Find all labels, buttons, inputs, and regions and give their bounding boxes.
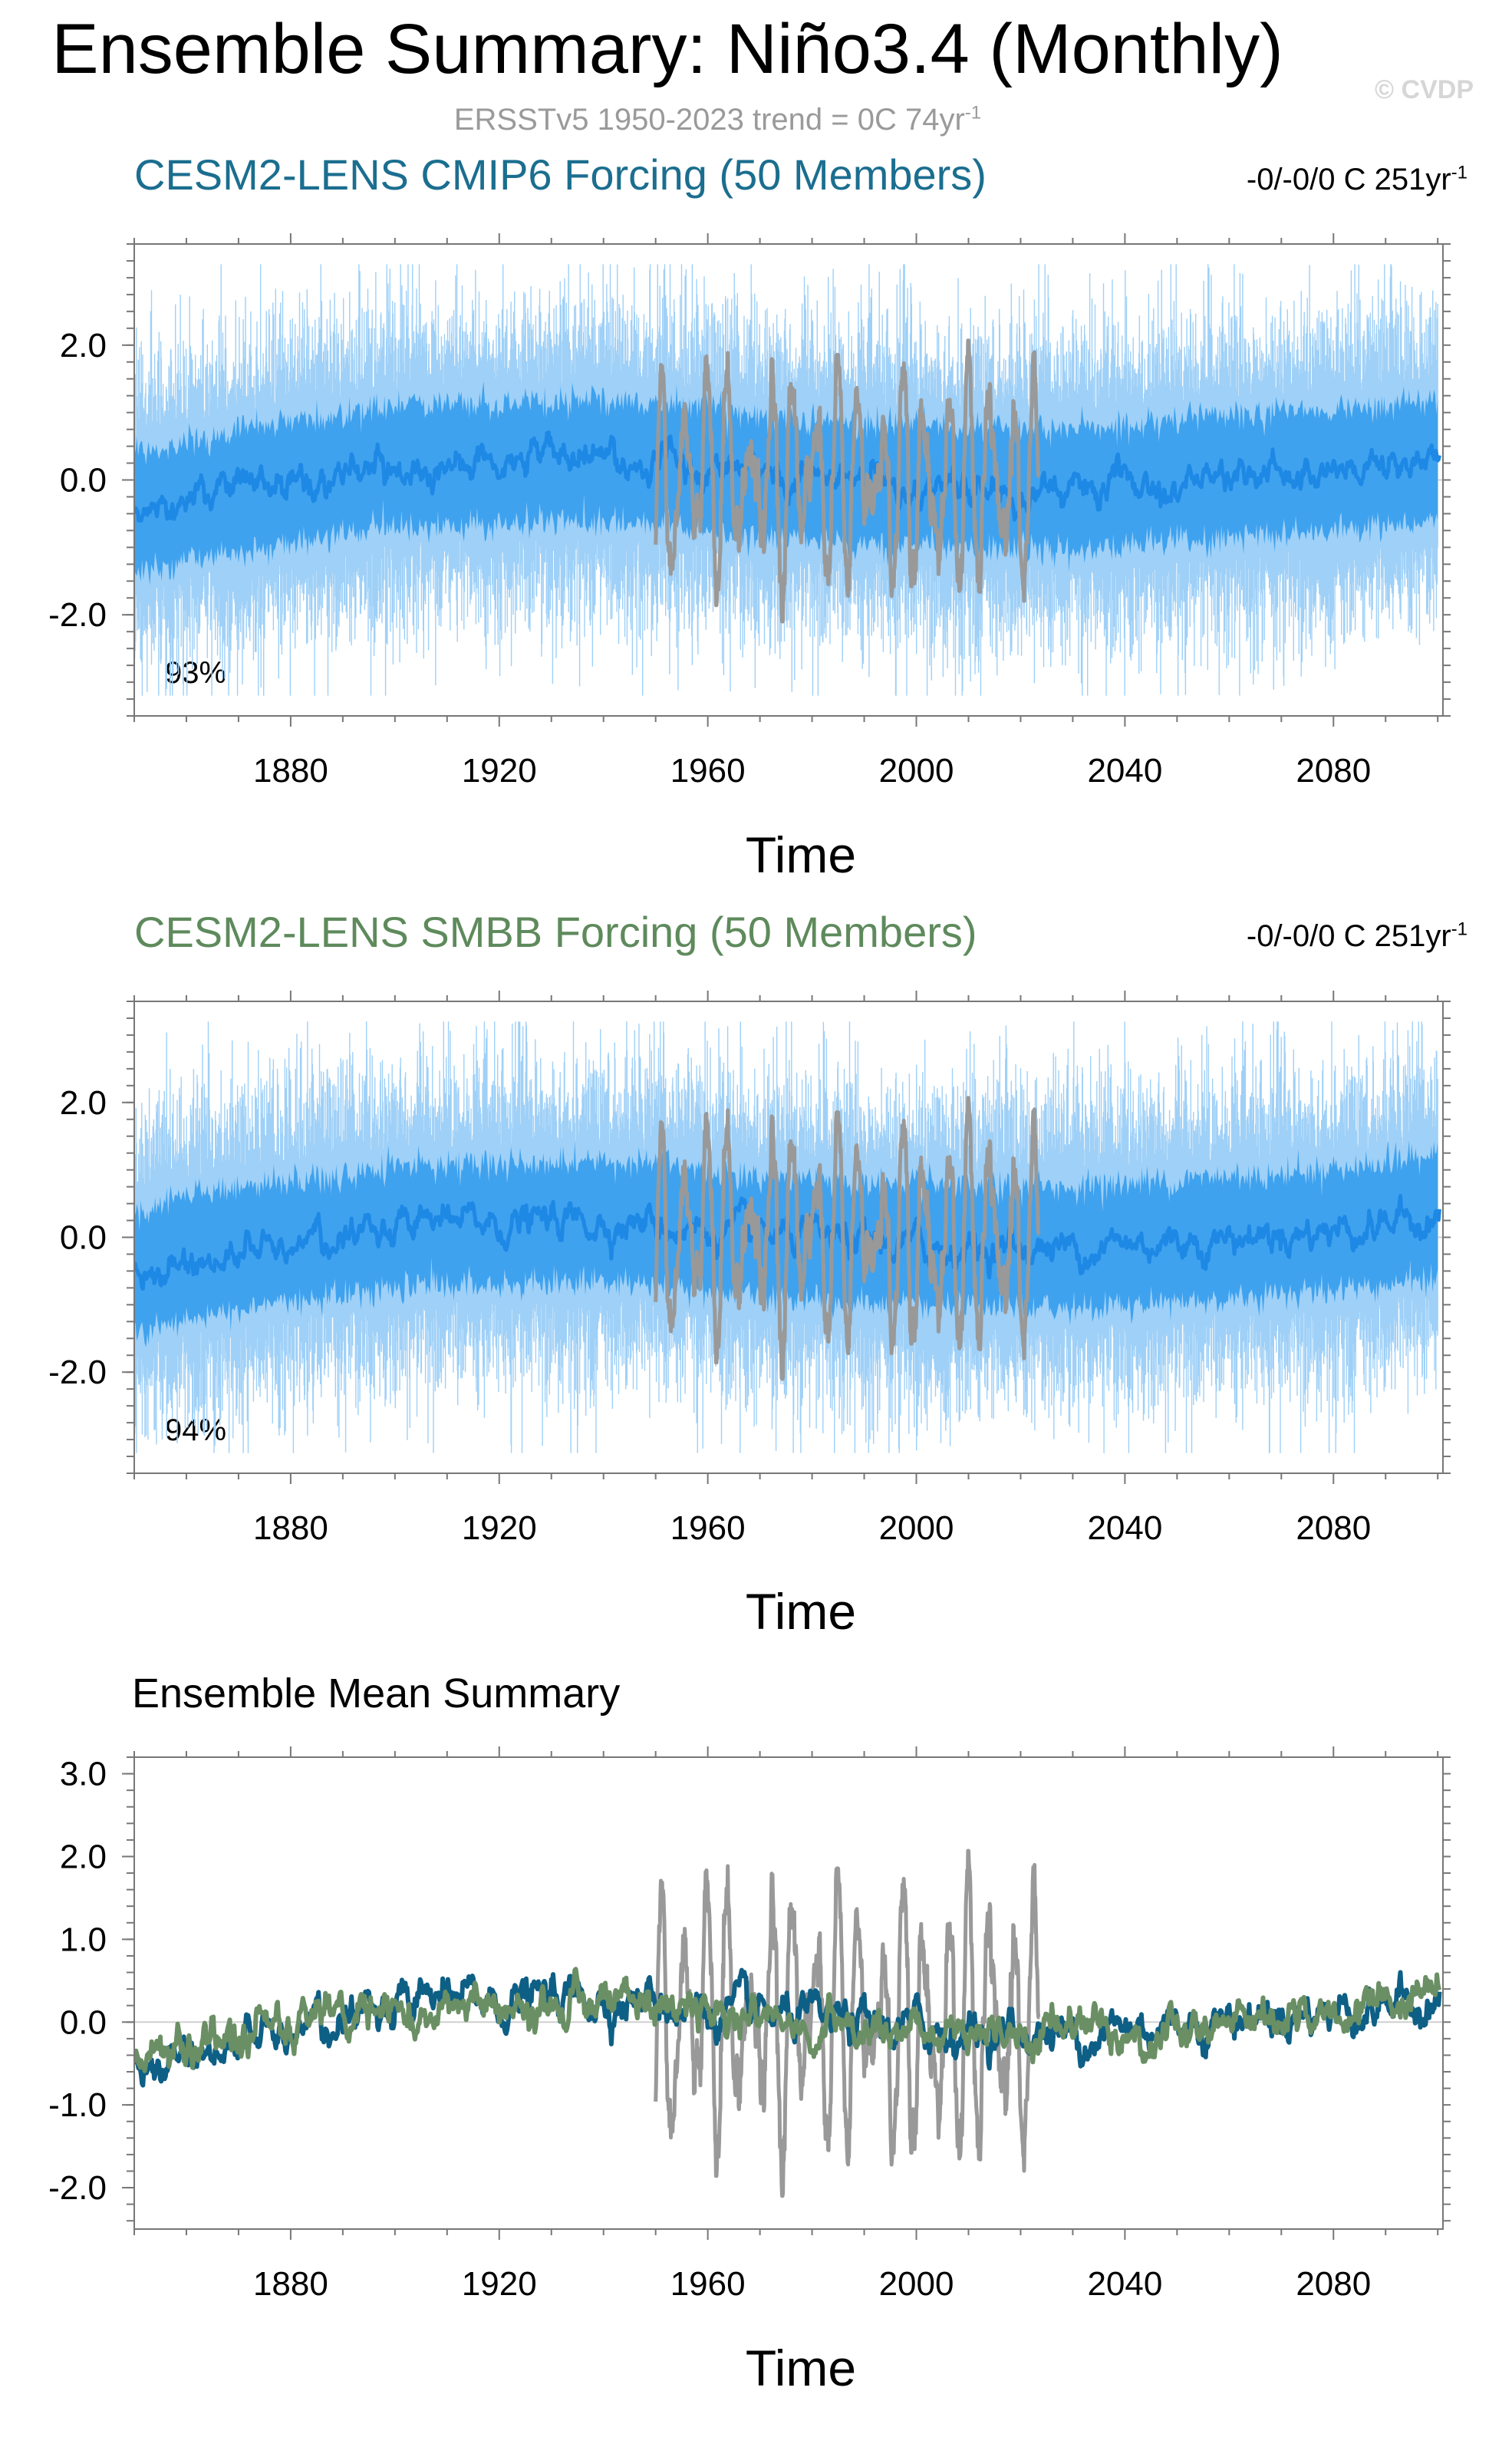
- panel-3-obs-line: [654, 1848, 1041, 2198]
- panel-1-trend: -0/-0/0 C 251yr-1: [1247, 163, 1468, 197]
- panel-2-trend-text: -0/-0/0 C 251yr: [1246, 919, 1451, 953]
- panel-2-y-tick-label: -2.0: [48, 1354, 107, 1391]
- panel-2-trend: -0/-0/0 C 251yr-1: [1247, 919, 1468, 954]
- obs-trend-sup: -1: [964, 102, 982, 124]
- panel-2-xlabel: Time: [745, 1583, 857, 1640]
- obs-trend-text: ERSSTv5 1950-2023 trend = 0C 74yr: [453, 103, 965, 137]
- panel-2-trend-sup: -1: [1451, 918, 1468, 940]
- panel-1-y-tick-label: -2.0: [48, 596, 107, 634]
- page-title: Ensemble Summary: Niño3.4 (Monthly): [51, 10, 1283, 88]
- panel-1-y-tick-label: 0.0: [60, 462, 107, 500]
- panel-3-x-tick-label: 2000: [879, 2265, 954, 2303]
- panel-1-plot: 1880 1920 1960 2000 2040 2080 -2.0 0.0 2.0: [48, 233, 1451, 790]
- panel-1-x-tick-label: 2040: [1087, 752, 1162, 790]
- panel-3-y-tick-label: 1.0: [60, 1921, 107, 1958]
- panel-2-x-tick-label: 2080: [1296, 1509, 1371, 1547]
- panel-3-y-tick-label: 3.0: [60, 1756, 107, 1793]
- panel-2-x-tick-label: 1880: [253, 1509, 328, 1547]
- panel-3-x-tick-label: 1920: [462, 2265, 537, 2303]
- panel-3-x-tick-label: 1960: [670, 2265, 746, 2303]
- panel-1-percent: 93%: [165, 656, 227, 690]
- panel-3-data: [134, 1848, 1443, 2198]
- panel-3-frame: [133, 1756, 1444, 2230]
- panel-2-data: [134, 1021, 1443, 1453]
- panel-1-data: [134, 264, 1443, 696]
- obs-trend-label: ERSSTv5 1950-2023 trend = 0C 74yr-1: [0, 103, 1435, 137]
- panel-1-title: CESM2-LENS CMIP6 Forcing (50 Members): [134, 150, 987, 199]
- panel-2-x-tick-label: 1920: [462, 1509, 537, 1547]
- copyright-label: © CVDP: [1375, 75, 1474, 104]
- panel-2-obs-line: [654, 1096, 1041, 1381]
- panel-3-x-tick-label: 2040: [1087, 2265, 1162, 2303]
- panel-1-obs-line: [654, 338, 1041, 624]
- panel-3-y-tick-label: 2.0: [60, 1838, 107, 1875]
- panel-3-y-tick-label: -2.0: [48, 2169, 107, 2207]
- panel-3-x-tick-label: 1880: [253, 2265, 328, 2303]
- panel-1-x-tick-label: 2000: [879, 752, 954, 790]
- panel-2-percent: 94%: [165, 1413, 227, 1447]
- panel-2-y-tick-label: 0.0: [60, 1219, 107, 1257]
- panel-1-y-tick-label: 2.0: [60, 327, 107, 364]
- panel-3-y-tick-label: 0.0: [60, 2003, 107, 2041]
- panel-1-xlabel: Time: [745, 826, 857, 883]
- panel-2-y-tick-label: 2.0: [60, 1084, 107, 1122]
- panel-2-plot: 1880 1920 1960 2000 2040 2080 -2.0 0.0 2.0: [48, 991, 1451, 1547]
- panel-3-y-tick-label: -1.0: [48, 2086, 107, 2124]
- panel-1-x-tick-label: 1920: [462, 752, 537, 790]
- panel-2-x-tick-label: 2040: [1087, 1509, 1162, 1547]
- panel-3-smbb-mean-line: [134, 1967, 1442, 2073]
- panel-3-title: Ensemble Mean Summary: [132, 1670, 621, 1717]
- panel-1-x-tick-label: 2080: [1296, 752, 1371, 790]
- panel-3-xlabel: Time: [745, 2340, 857, 2396]
- panel-3-cmip6-mean-line: [134, 1967, 1442, 2088]
- panel-2-title: CESM2-LENS SMBB Forcing (50 Members): [134, 908, 977, 956]
- panel-3-plot: 1880 1920 1960 2000 2040 2080 -2.0 -1.0 0.0 1.0 2.…: [48, 1746, 1451, 2303]
- panel-1-trend-sup: -1: [1451, 162, 1468, 183]
- panel-1-trend-text: -0/-0/0 C 251yr: [1246, 163, 1451, 196]
- panel-2-x-tick-label: 1960: [670, 1509, 746, 1547]
- panel-2-x-tick-label: 2000: [879, 1509, 954, 1547]
- panel-3-x-tick-label: 2080: [1296, 2265, 1371, 2303]
- panel-1-x-tick-label: 1960: [670, 752, 746, 790]
- panel-1-x-tick-label: 1880: [253, 752, 328, 790]
